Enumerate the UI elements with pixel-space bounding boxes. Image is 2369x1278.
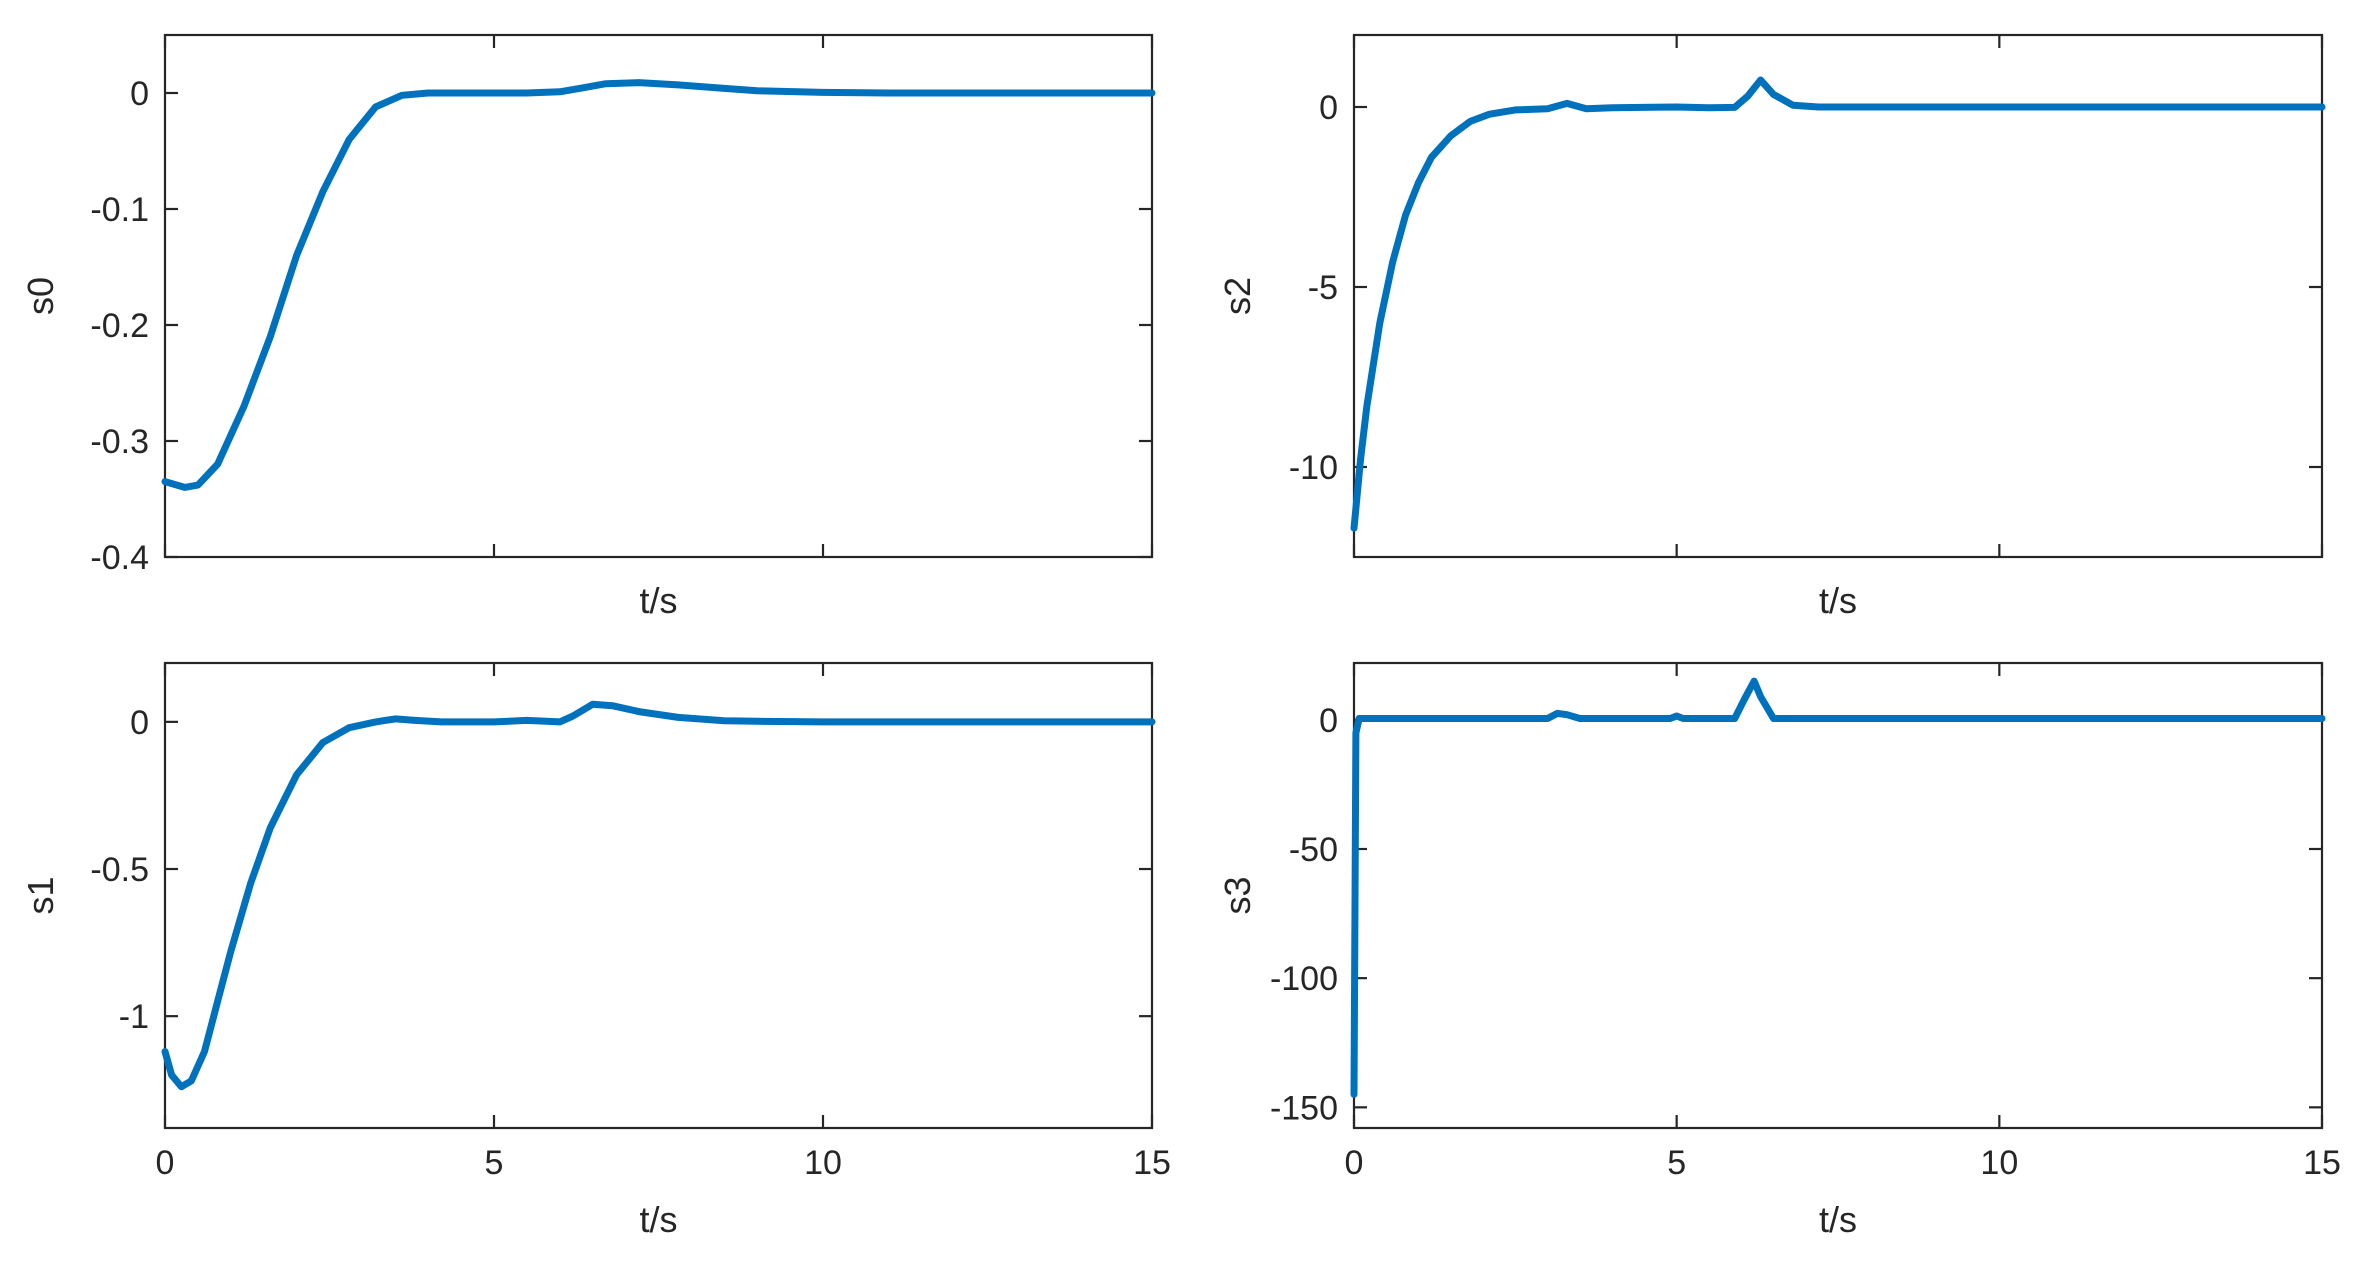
x-tick-label: 15 <box>1133 1144 1171 1182</box>
plot-area <box>1352 33 2324 559</box>
y-tick-label: -10 <box>1289 449 1338 487</box>
plot-area <box>163 661 1154 1130</box>
x-axis-label: t/s <box>1819 580 1857 621</box>
x-tick-label: 0 <box>156 1144 175 1182</box>
y-tick-label: 0 <box>1319 702 1338 740</box>
y-tick-label: -0.2 <box>90 307 149 345</box>
y-tick-label: -0.5 <box>90 851 149 889</box>
y-tick-label: -150 <box>1270 1089 1338 1127</box>
chart-panel-s2: -10 -5 0 t/s s2 <box>1217 33 2326 621</box>
y-tick-label: -100 <box>1270 960 1338 998</box>
series-line-s2 <box>1350 76 2326 532</box>
series-line-s1 <box>161 700 1156 1091</box>
plot-area <box>1352 661 2324 1130</box>
x-tick-label: 5 <box>1667 1144 1686 1182</box>
y-axis-label: s0 <box>20 277 61 315</box>
chart-panel-s1: 0 5 10 15 -1 -0.5 0 t/s s1 <box>20 661 1171 1240</box>
y-axis-label: s2 <box>1217 277 1258 315</box>
x-tick-label: 10 <box>1980 1144 2018 1182</box>
x-tick-label: 5 <box>485 1144 504 1182</box>
x-axis-label: t/s <box>639 1199 677 1240</box>
y-tick-label: -50 <box>1289 831 1338 869</box>
plot-area <box>163 33 1154 559</box>
y-tick-label: -0.4 <box>90 539 149 577</box>
chart-panel-s3: 0 5 10 15 -150 -100 -50 0 t/s s3 <box>1217 661 2341 1240</box>
chart-panel-s0: -0.4 -0.3 -0.2 -0.1 0 t/s s0 <box>20 33 1156 621</box>
y-axis-label: s1 <box>20 876 61 914</box>
x-tick-label: 15 <box>2303 1144 2341 1182</box>
x-tick-label: 0 <box>1345 1144 1364 1182</box>
y-tick-label: -1 <box>119 998 149 1036</box>
y-tick-label: 0 <box>130 704 149 742</box>
y-tick-label: -0.3 <box>90 423 149 461</box>
y-tick-label: -0.1 <box>90 191 149 229</box>
series-line-s0 <box>161 79 1156 491</box>
y-axis-label: s3 <box>1217 876 1258 914</box>
y-tick-label: -5 <box>1308 269 1338 307</box>
y-tick-label: 0 <box>130 75 149 113</box>
y-tick-label: 0 <box>1319 89 1338 127</box>
x-axis-label: t/s <box>1819 1199 1857 1240</box>
x-tick-label: 10 <box>804 1144 842 1182</box>
series-line-s3 <box>1350 677 2326 1098</box>
x-axis-label: t/s <box>639 580 677 621</box>
